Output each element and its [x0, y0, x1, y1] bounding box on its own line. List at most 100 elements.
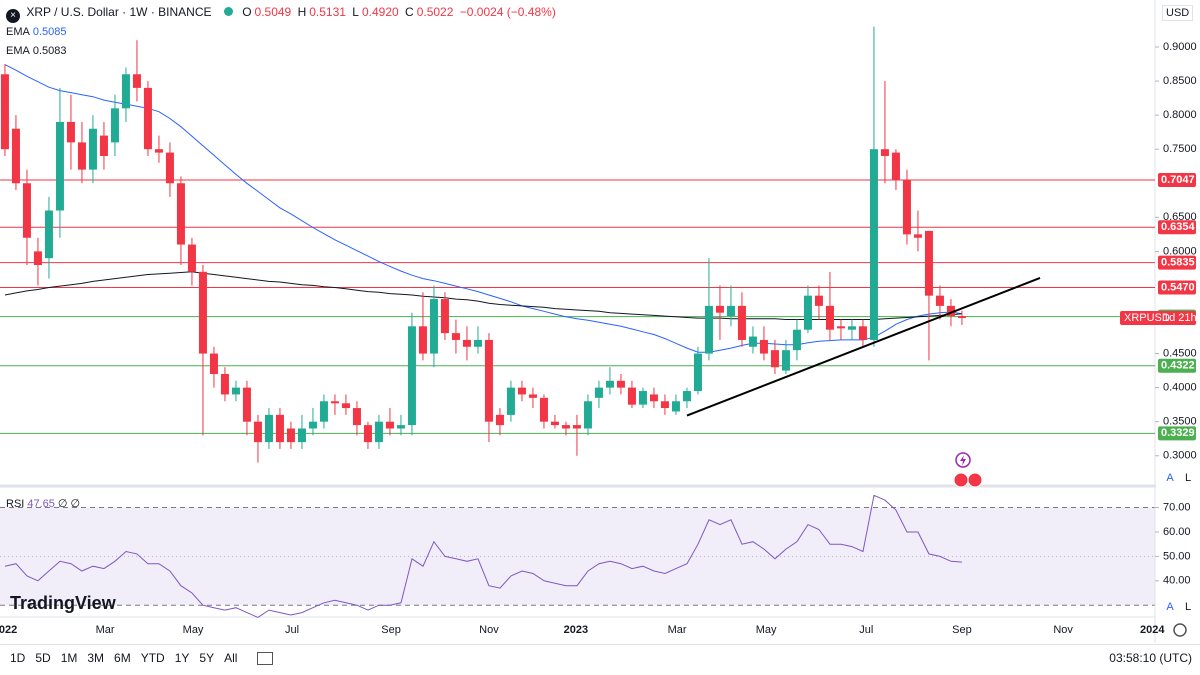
- candle-body: [407, 326, 416, 426]
- y-tick-label: 0.3000: [1163, 450, 1197, 462]
- rsi-tick-label: 40.00: [1163, 575, 1191, 587]
- range-button[interactable]: 1Y: [174, 651, 190, 665]
- range-button[interactable]: 3M: [87, 651, 105, 665]
- y-tick-label: 0.4000: [1163, 382, 1197, 394]
- rsi-name: RSI: [6, 498, 25, 510]
- currency[interactable]: USD: [1162, 5, 1194, 21]
- candle-body: [297, 428, 306, 443]
- candle-body: [781, 350, 790, 371]
- x-tick-label: Mar: [668, 624, 687, 636]
- x-tick-label: Jul: [285, 624, 299, 636]
- candle-body: [165, 152, 174, 184]
- range-button[interactable]: 5Y: [199, 651, 215, 665]
- range-button[interactable]: 6M: [114, 651, 131, 665]
- candle-body: [462, 339, 471, 347]
- candle-body: [242, 387, 251, 422]
- candle-body: [66, 121, 75, 143]
- log-scale-button[interactable]: L: [1184, 472, 1192, 484]
- level-tag: [1158, 173, 1196, 188]
- rsi-tick-label: 50.00: [1163, 550, 1191, 562]
- rsi-line: [4, 494, 963, 618]
- toolbar: 1D 5D 1M 3M 6M YTD 1Y 5Y All 03:58:10 (UTC): [0, 644, 1200, 675]
- watermark: TradingView: [10, 593, 116, 613]
- candle-body: [759, 339, 768, 354]
- y-tick-label: 0.6000: [1163, 245, 1197, 257]
- x-tick-label: 2022: [0, 624, 17, 636]
- level-tag: [1158, 255, 1196, 270]
- candle-body: [484, 339, 493, 422]
- candle-body: [231, 387, 240, 395]
- level-tag: [1158, 358, 1196, 373]
- x-tick-label: Nov: [1053, 624, 1073, 636]
- auto-scale-button[interactable]: A: [1166, 601, 1174, 613]
- candle-body: [704, 305, 713, 354]
- y-tick-label: 0.6500: [1163, 211, 1197, 223]
- candle-body: [110, 108, 119, 143]
- candle-body: [77, 142, 86, 170]
- candle-body: [363, 425, 372, 443]
- candle-body: [836, 326, 845, 329]
- y-tick-label: 0.9000: [1163, 41, 1197, 53]
- rsi-tick-label: 60.00: [1163, 526, 1191, 538]
- status-dot: [223, 7, 233, 16]
- x-tick-label: May: [756, 624, 777, 636]
- range-button[interactable]: 1D: [10, 651, 26, 665]
- candle-body: [627, 387, 636, 405]
- candle-body: [352, 408, 361, 426]
- y-tick-label: 0.8000: [1163, 109, 1197, 121]
- y-tick-label: 0.3500: [1163, 416, 1197, 428]
- candle-body: [902, 179, 911, 235]
- level-label: 0.4322: [1161, 360, 1195, 372]
- candle-body: [946, 305, 955, 317]
- level-label: 0.5470: [1161, 281, 1195, 293]
- ohlc-value: 0.4920: [361, 5, 399, 19]
- candle-body: [253, 421, 262, 443]
- range-button[interactable]: 1M: [60, 651, 78, 665]
- event-flag[interactable]: [967, 472, 983, 488]
- candle-body: [132, 74, 141, 88]
- ema-line: [4, 271, 963, 320]
- ohlc-value: 0.5131: [309, 5, 346, 19]
- clock: 03:58:10 (UTC): [1109, 651, 1192, 665]
- range-button[interactable]: 5D: [35, 651, 51, 665]
- ema-legend: EMA 0.5085: [6, 26, 70, 38]
- candle-body: [451, 333, 460, 340]
- ema-line: [4, 64, 963, 353]
- legend-header: × XRP / U.S. Dollar · 1W · BINANCE O 0.50…: [6, 5, 559, 23]
- rsi-legend: RSI 47.65 ∅ ∅: [6, 497, 83, 510]
- candle-body: [660, 401, 669, 409]
- candle-body: [792, 329, 801, 351]
- level-tag: [1158, 220, 1196, 235]
- candle-body: [198, 271, 207, 354]
- ohlc-label: H: [297, 5, 307, 19]
- y-tick-label: 0.8500: [1163, 75, 1197, 87]
- candle-body: [154, 149, 163, 153]
- candle-body: [220, 374, 229, 395]
- candle-body: [572, 425, 581, 429]
- settings-icon[interactable]: [1173, 623, 1187, 637]
- range-button[interactable]: YTD: [140, 651, 165, 665]
- candle-body: [319, 401, 328, 422]
- y-tick-label: 0.7500: [1163, 143, 1197, 155]
- ema-value: 0.5083: [32, 45, 67, 57]
- auto-scale-button[interactable]: A: [1166, 472, 1174, 484]
- symbol-icon: ×: [6, 9, 20, 23]
- date-range-icon[interactable]: [256, 652, 273, 666]
- log-scale-button[interactable]: L: [1184, 601, 1192, 613]
- candle-body: [264, 414, 273, 443]
- candle-body: [891, 152, 900, 180]
- candle-body: [880, 149, 889, 157]
- x-tick-label: 2024: [1140, 624, 1165, 636]
- level-label: 0.3329: [1161, 427, 1195, 439]
- candle-body: [649, 394, 658, 402]
- event-flag[interactable]: [953, 472, 969, 488]
- range-button[interactable]: All: [224, 651, 238, 665]
- candle-body: [528, 394, 537, 398]
- candle-body: [726, 305, 735, 317]
- candle-body: [187, 244, 196, 272]
- candle-body: [924, 230, 933, 296]
- candle-body: [869, 149, 878, 340]
- ema-name: EMA: [6, 45, 30, 57]
